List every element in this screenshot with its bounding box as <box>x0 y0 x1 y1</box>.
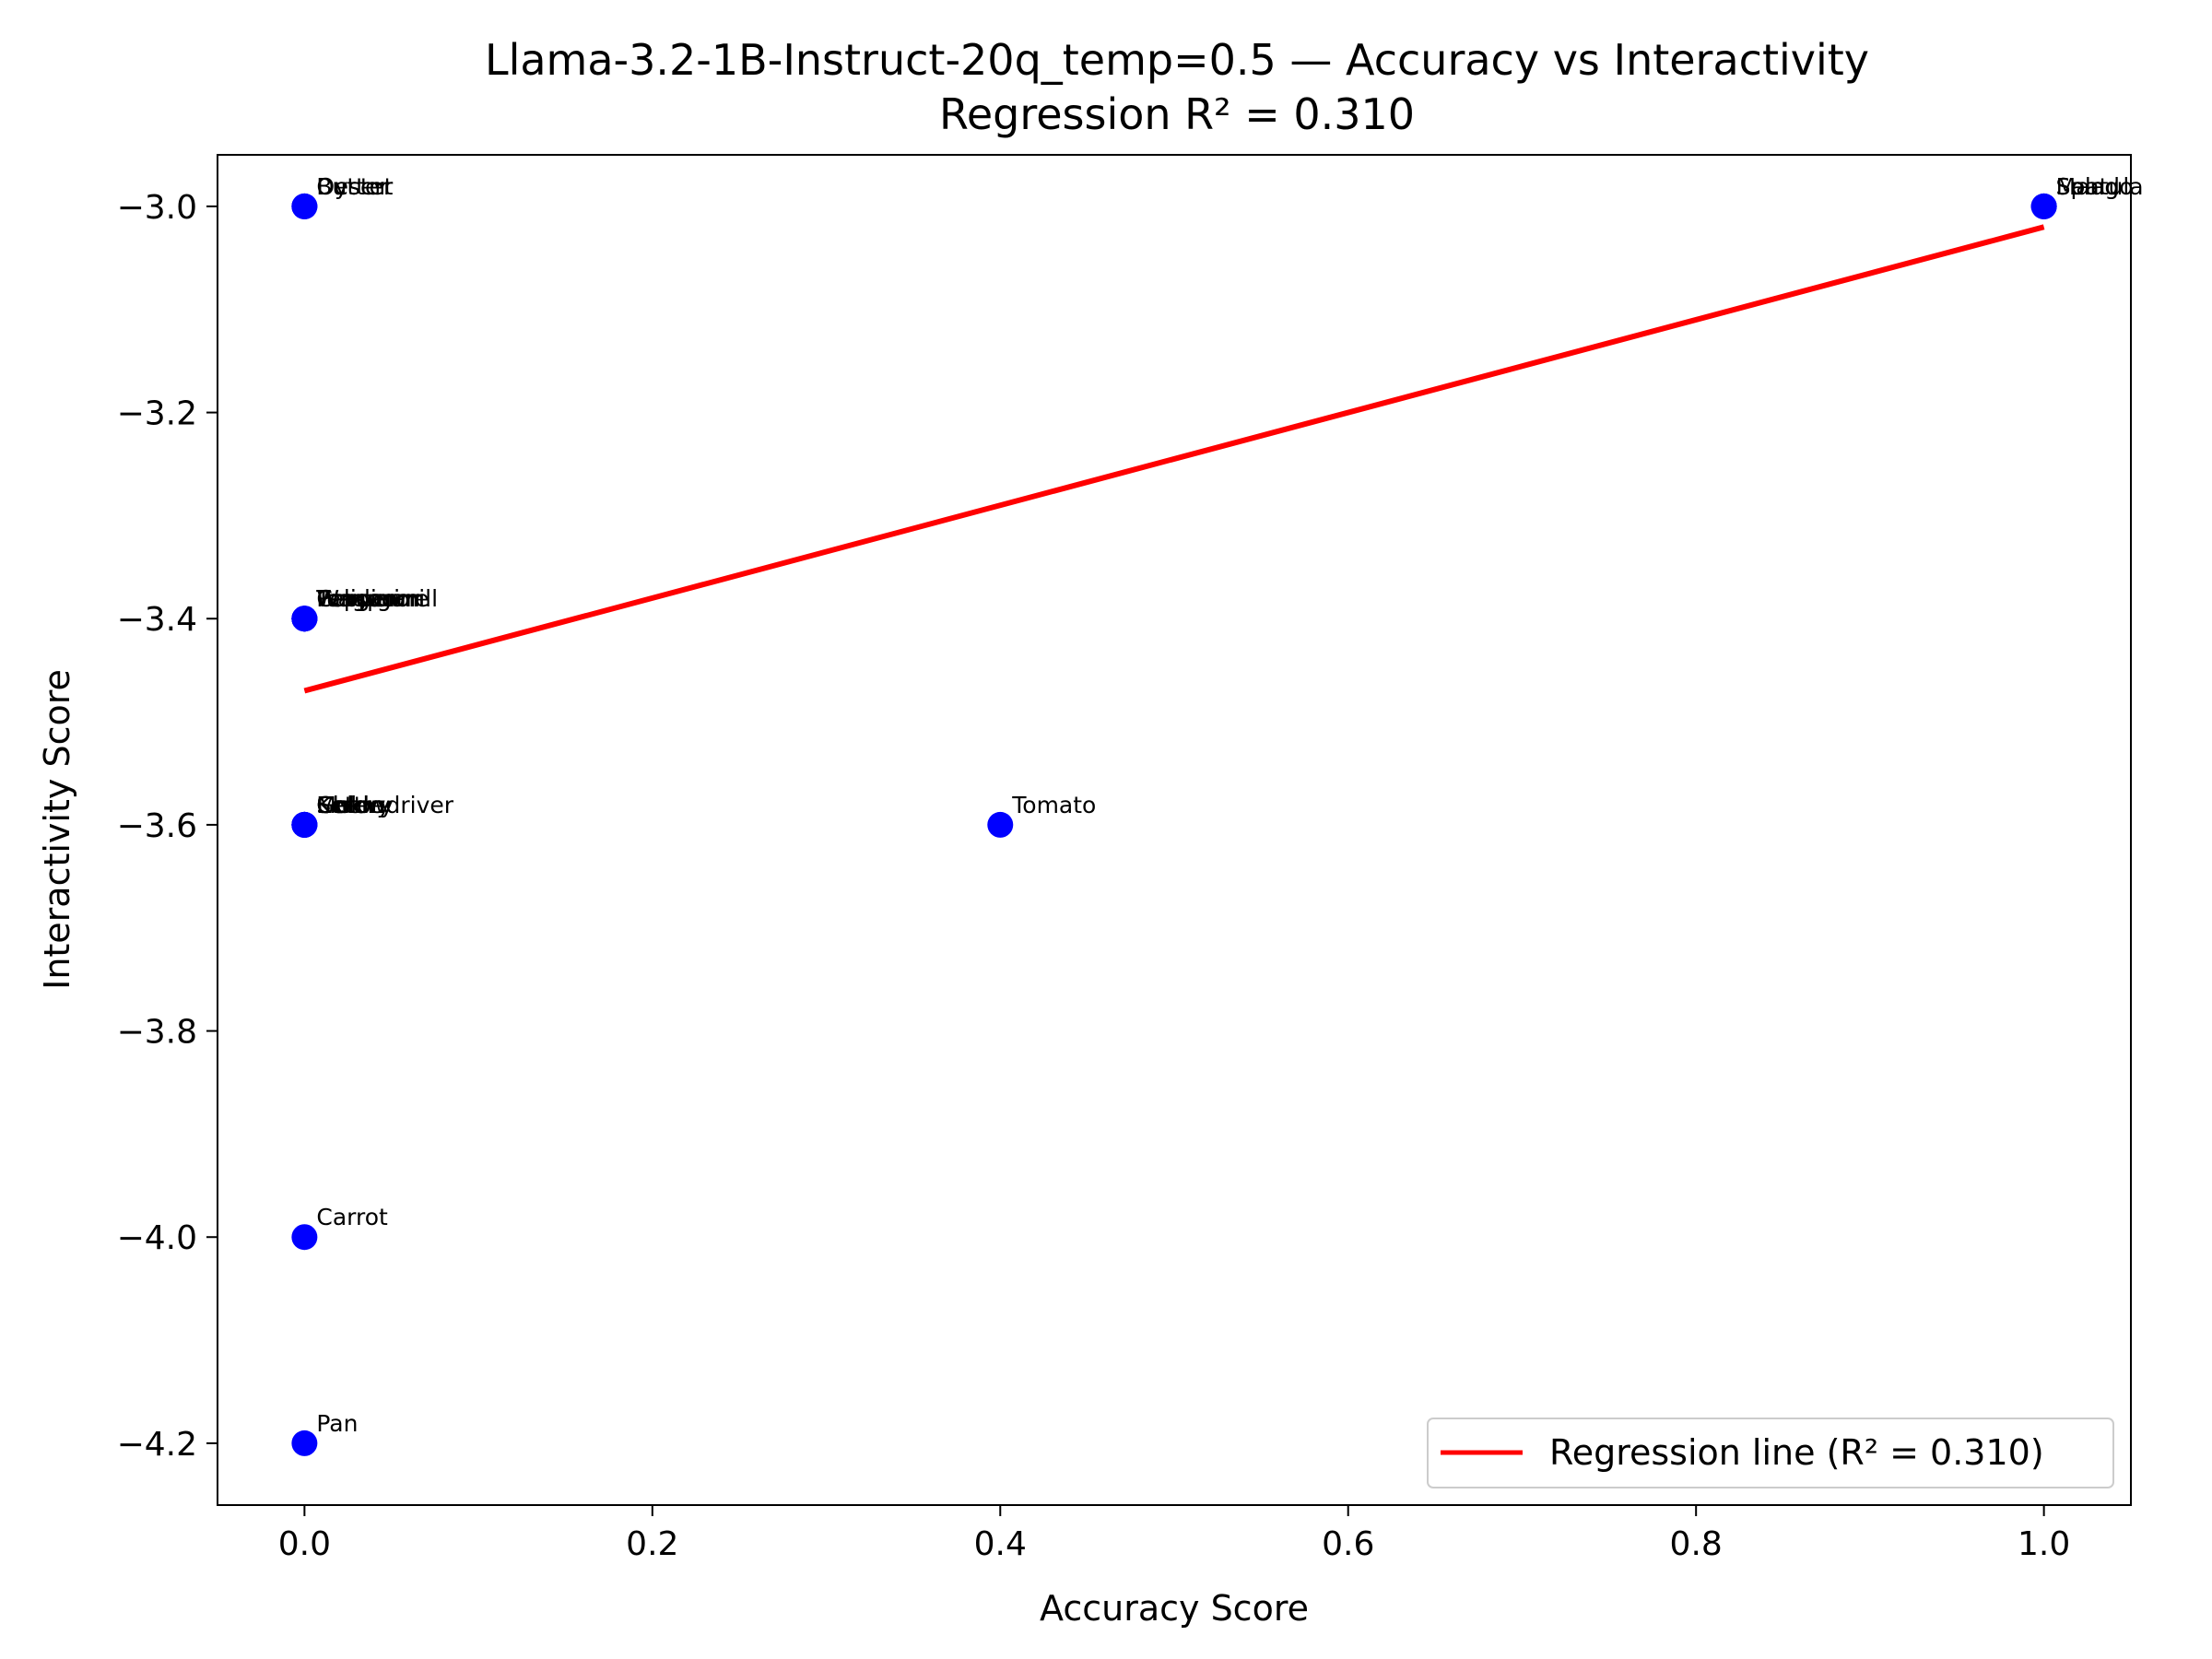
y-tick-label: −3.8 <box>117 1014 197 1052</box>
point-label: Kettle <box>316 792 382 818</box>
y-tick-label: −4.2 <box>117 1426 197 1464</box>
legend-box <box>1427 1418 2114 1488</box>
point-label: Cherry <box>316 792 394 818</box>
y-tick-label: −3.6 <box>117 807 197 845</box>
scatter-point <box>291 1224 318 1251</box>
point-label: Melon <box>316 792 385 818</box>
scatter-point <box>2030 193 2057 219</box>
scatter-point <box>987 811 1014 838</box>
point-label: Pan <box>316 1410 358 1437</box>
point-label: Mango <box>2056 173 2134 200</box>
scatter-point <box>291 193 318 219</box>
point-label: Spatula <box>2056 173 2144 200</box>
x-axis-label: Accuracy Score <box>1040 1588 1309 1629</box>
chart-subtitle: Regression R² = 0.310 <box>939 89 1415 139</box>
point-label: Carrot <box>316 1204 388 1230</box>
scatter-point <box>291 1430 318 1456</box>
scatter-point <box>291 606 318 632</box>
y-tick-label: −3.4 <box>117 601 197 639</box>
y-tick-label: −4.0 <box>117 1219 197 1257</box>
y-tick-label: −3.2 <box>117 395 197 433</box>
x-tick-label: 1.0 <box>2018 1525 2070 1563</box>
x-tick-label: 0.6 <box>1322 1525 1374 1563</box>
y-axis-label: Interactivity Score <box>37 669 77 990</box>
x-tick-label: 0.4 <box>974 1525 1027 1563</box>
point-label: Peppermill <box>316 585 438 612</box>
point-label: Tangerine <box>315 585 429 612</box>
point-label: Teaspoon <box>315 585 424 612</box>
legend: Regression line (R² = 0.310) <box>1427 1418 2114 1488</box>
x-tick-label: 0.8 <box>1670 1525 1723 1563</box>
point-label: Gold <box>316 792 369 818</box>
point-label: Salad <box>2056 173 2120 200</box>
plot-frame <box>217 154 2132 1506</box>
point-label: Tomato <box>1011 792 1096 818</box>
point-label: Wagon <box>316 585 394 612</box>
point-label: Celery <box>316 792 390 818</box>
y-tick-label: −3.0 <box>117 189 197 227</box>
chart-title: Llama-3.2-1B-Instruct-20q_temp=0.5 — Acc… <box>485 35 1869 85</box>
point-label: Cardigan <box>316 585 419 612</box>
x-axis-ticks: 0.0 0.2 0.4 0.6 0.8 1.0 <box>278 1505 2070 1563</box>
point-label: Butter <box>316 173 389 200</box>
x-tick-label: 0.2 <box>626 1525 678 1563</box>
point-label: Screwdriver <box>316 792 453 818</box>
point-label: Desert <box>316 173 393 200</box>
scatter-point <box>291 811 318 838</box>
point-label: Pelican <box>316 585 397 612</box>
point-label: Oyster <box>316 173 394 200</box>
regression-line <box>303 224 2045 694</box>
legend-entry-label: Regression line (R² = 0.310) <box>1549 1432 2044 1473</box>
x-tick-label: 0.0 <box>278 1525 331 1563</box>
y-axis-ticks: −3.0 −3.2 −3.4 −3.6 −3.8 −4.0 −4.2 <box>117 189 218 1464</box>
